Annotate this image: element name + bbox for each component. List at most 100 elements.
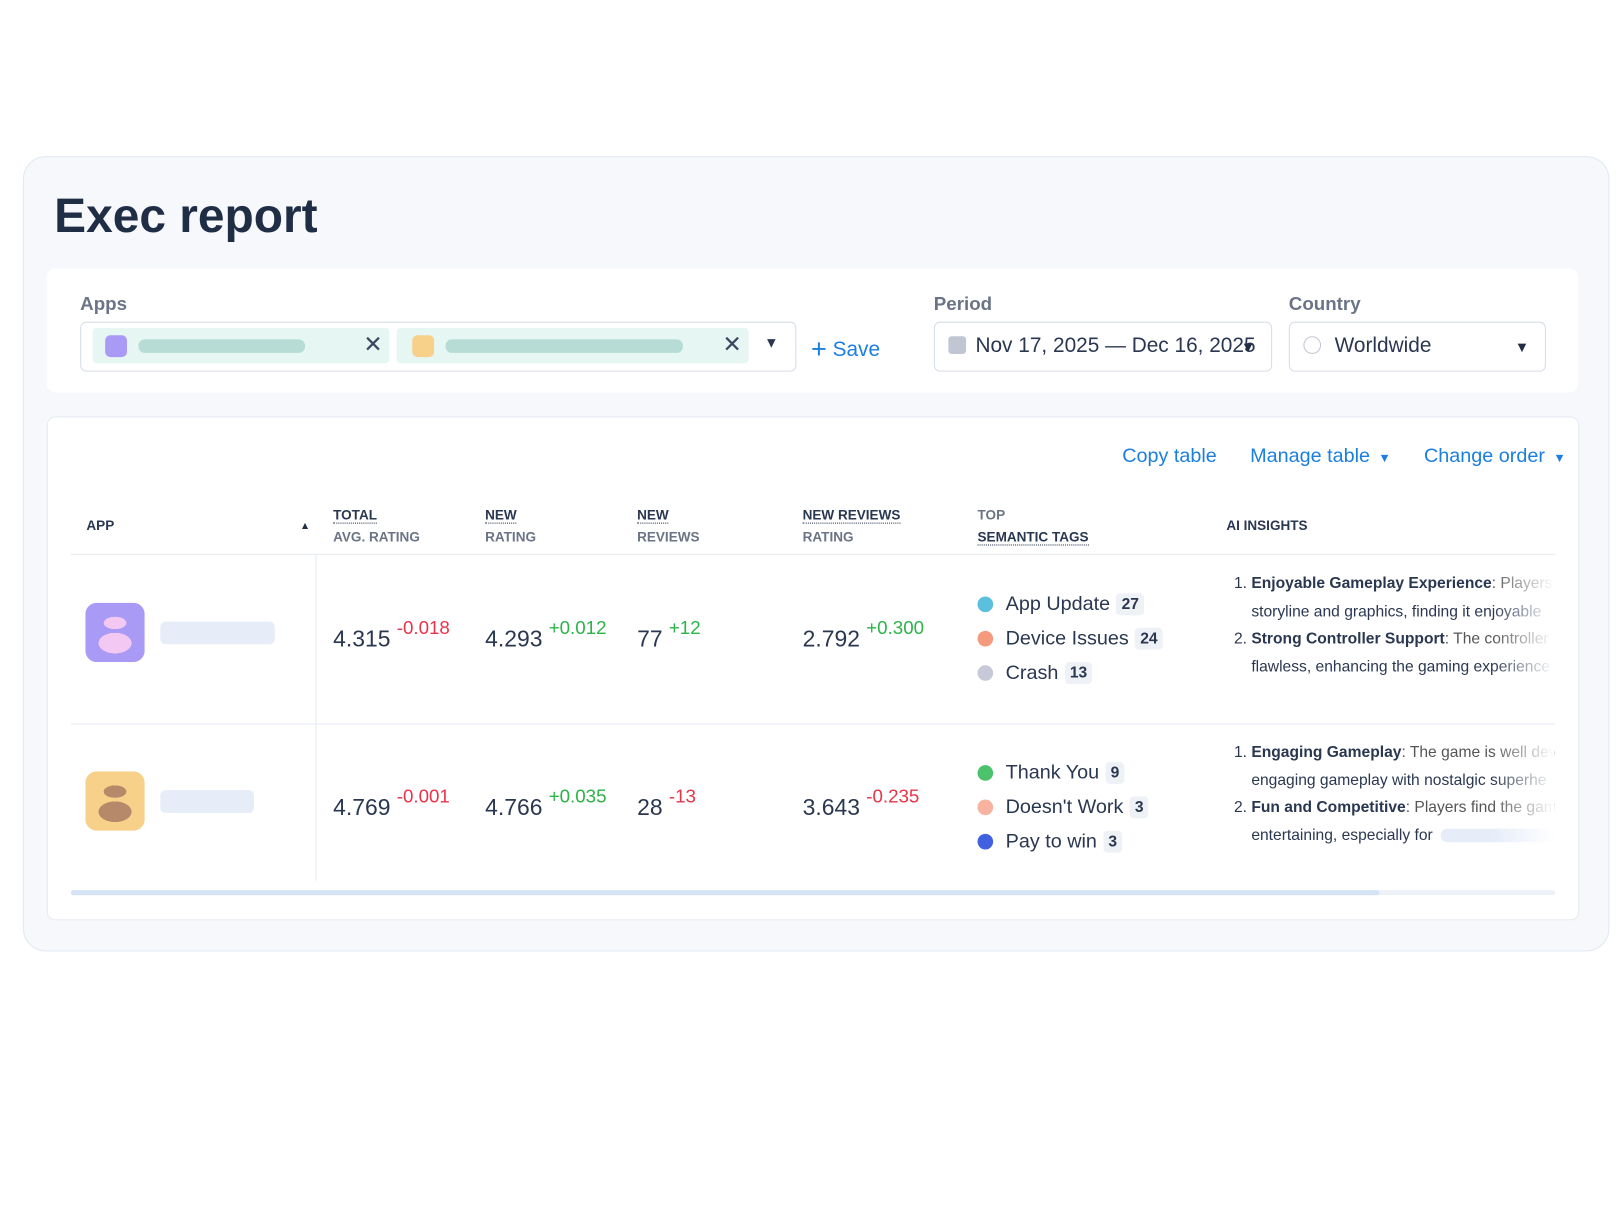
calendar-icon [948, 336, 967, 354]
column-header: APP [86, 514, 114, 536]
action-label: Manage table [1250, 445, 1370, 468]
metric-delta: +12 [668, 617, 701, 639]
action-label: Copy table [1122, 445, 1217, 468]
metric-value: 4.769 [333, 794, 391, 821]
header-top: NEW [637, 506, 669, 524]
insight-text: storyline and graphics, finding it enjoy… [1251, 602, 1542, 620]
remove-icon[interactable]: ✕ [363, 331, 383, 358]
dropdown-caret[interactable]: ▼ [1240, 338, 1256, 355]
column-header: TOP SEMANTIC TAGS [977, 504, 1089, 548]
header-top: NEW [485, 506, 517, 524]
save-label: Save [832, 338, 881, 362]
insight-text: engaging gameplay with nostalgic superhe [1251, 770, 1547, 789]
metric-value: 4.315 [333, 625, 391, 652]
header-bottom: SEMANTIC TAGS [977, 528, 1089, 546]
insight-title: Strong Controller Support [1251, 629, 1445, 648]
metric-delta: -13 [668, 785, 696, 807]
tag-count: 3 [1129, 796, 1149, 819]
metric-cell: 4.766 +0.035 [485, 786, 606, 821]
app-icon [85, 602, 145, 663]
placeholder [445, 339, 683, 353]
tag: App Update 27 [977, 587, 1163, 621]
tag-dot [977, 765, 994, 781]
column-header: TOTAL AVG. RATING [333, 504, 420, 548]
tag-name: Device Issues [1005, 627, 1129, 650]
country-value: Worldwide [1334, 334, 1432, 358]
app-icon [85, 771, 145, 831]
country-label: Country [1288, 293, 1361, 315]
tag-dot [977, 665, 994, 681]
table-action[interactable]: Change order ▼ [1424, 446, 1566, 469]
period-label: Period [933, 293, 993, 315]
tag-name: Pay to win [1005, 830, 1097, 853]
dropdown-caret[interactable]: ▼ [764, 334, 779, 351]
metric-value: 2.792 [802, 625, 860, 652]
insight-text: flawless, enhancing the gaming experienc… [1251, 657, 1550, 676]
insight-title: Fun and Competitive [1251, 798, 1406, 817]
tag-dot [977, 596, 994, 613]
metric-cell: 4.769 -0.001 [333, 786, 450, 821]
dropdown-caret[interactable]: ▼ [1514, 338, 1530, 355]
table-panel [46, 416, 1580, 921]
tag-count: 9 [1105, 762, 1125, 784]
metric-delta: -0.018 [396, 617, 450, 639]
metric-value: 3.643 [802, 794, 860, 821]
ai-insights: Enjoyable Gameplay Experience: Players a… [1226, 570, 1555, 681]
metric-cell: 4.315 -0.018 [333, 617, 450, 653]
metric-delta: -0.235 [866, 785, 920, 807]
header-bottom: REVIEWS [637, 528, 700, 545]
insight-text: entertaining, especially for [1251, 826, 1433, 844]
semantic-tags: App Update 27 Device Issues 24 Crash 13 [977, 587, 1163, 690]
tag-name: Thank You [1005, 761, 1100, 784]
tag-name: Doesn't Work [1005, 795, 1124, 818]
tag: Crash 13 [977, 656, 1163, 690]
sort-icon: ▲ [299, 520, 311, 532]
page-title: Exec report [54, 188, 318, 243]
period-value: Nov 17, 2025 — Dec 16, 2025 [975, 334, 1256, 358]
caret-icon: ▼ [1553, 450, 1566, 466]
remove-icon[interactable]: ✕ [722, 331, 742, 358]
metric-delta: +0.012 [548, 617, 607, 639]
caret-icon: ▼ [1378, 450, 1391, 466]
metric-cell: 3.643 -0.235 [802, 786, 920, 821]
header-top: NEW REVIEWS [802, 506, 901, 524]
header-bottom: AVG. RATING [333, 528, 420, 545]
tag-name: Crash [1005, 661, 1059, 684]
period-select[interactable] [933, 321, 1273, 372]
app-name-placeholder [160, 790, 255, 814]
header-bottom: RATING [485, 528, 537, 545]
tag: Doesn't Work 3 [977, 790, 1149, 824]
metric-cell: 4.293 +0.012 [485, 617, 606, 653]
column-header: AI INSIGHTS [1226, 514, 1307, 536]
country-select[interactable] [1288, 321, 1546, 372]
header-divider [70, 553, 1556, 555]
row-divider [70, 723, 1556, 725]
metric-cell: 28 -13 [637, 786, 696, 821]
metric-delta: -0.001 [396, 785, 450, 807]
save-button[interactable]: + Save [810, 333, 881, 365]
column-divider [315, 554, 317, 881]
scrollbar-thumb[interactable] [70, 890, 1380, 896]
table: APP TOTAL AVG. RATING NEW RATING NEW REVIEWS NE… [70, 500, 1556, 896]
insight-title: Engaging Gameplay [1251, 743, 1402, 761]
tag-count: 13 [1064, 662, 1093, 684]
metric-value: 77 [637, 625, 663, 652]
tag-count: 24 [1135, 627, 1163, 650]
column-header: NEW RATING [485, 504, 536, 548]
column-header: NEW REVIEWS [637, 504, 700, 548]
table-action[interactable]: Copy table [1122, 446, 1217, 469]
tag-dot [977, 630, 994, 647]
tag-count: 27 [1116, 593, 1145, 616]
insight-list: Engaging Gameplay: The game is well deve… [1226, 739, 1555, 849]
table-action[interactable]: Manage table ▼ [1250, 446, 1391, 469]
tag-count: 3 [1103, 830, 1123, 853]
metric-value: 4.766 [485, 794, 543, 821]
header-top: AI INSIGHTS [1226, 517, 1308, 534]
fade [1491, 570, 1555, 681]
app-icon [105, 335, 128, 358]
table-actions: Copy table Manage table ▼ Change order ▼ [1122, 446, 1565, 469]
tag-dot [977, 799, 994, 816]
action-label: Change order [1424, 445, 1545, 468]
